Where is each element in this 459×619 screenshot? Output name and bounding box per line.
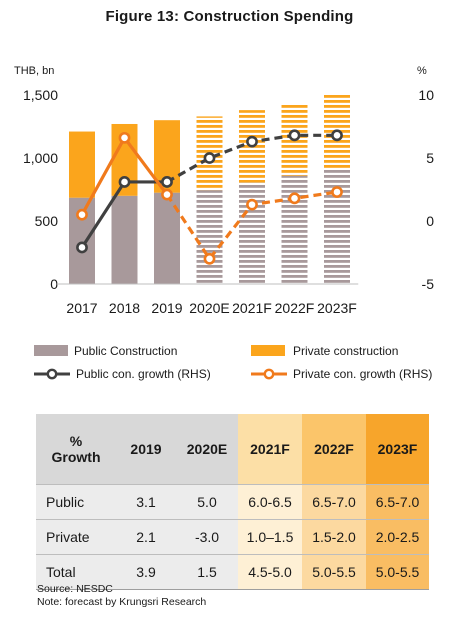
table-header-row: % Growth 2019 2020E 2021F 2022F 2023F (36, 414, 429, 485)
table-cell: 6.5-7.0 (302, 484, 366, 520)
table-row-label: Private (36, 519, 116, 555)
legend-marker-private (263, 368, 275, 380)
right-axis-tick-label: 5 (426, 150, 434, 166)
figure-title: Figure 13: Construction Spending (105, 8, 354, 25)
public-growth-point (288, 129, 301, 142)
left-axis-unit: THB, bn (14, 65, 54, 77)
table-row: Public 3.1 5.0 6.0-6.5 6.5-7.0 6.5-7.0 (36, 484, 429, 520)
legend-label: Private con. growth (RHS) (293, 367, 432, 381)
legend-swatch-public (34, 345, 68, 356)
table-cell: -3.0 (176, 519, 238, 555)
private-growth-point (288, 192, 301, 205)
private-growth-point (161, 188, 173, 201)
chart-legend: Public Construction Private construction P… (34, 344, 432, 381)
table-header-cell: 2019 (116, 414, 176, 485)
table-cell: 1.5-2.0 (302, 519, 366, 555)
source-note: Source: NESDC Note: forecast by Krungsri… (37, 583, 206, 609)
right-axis-tick-label: 10 (418, 87, 434, 103)
public-growth-point (161, 176, 173, 188)
growth-header-label: % Growth (51, 433, 101, 465)
construction-spending-chart: THB, bn % 0 500 1,000 1,500 -5 0 5 10 2017 2018… (14, 65, 434, 381)
bar-public-construction (281, 175, 308, 284)
private-growth-point (76, 208, 88, 221)
private-growth-point (246, 198, 258, 211)
x-axis-ticks: 2017 2018 2019 2020E 2021F 2022F 2023F (66, 300, 356, 316)
private-growth-point (331, 186, 343, 198)
bar-public-construction (239, 182, 265, 284)
public-growth-point (246, 135, 258, 148)
x-axis-tick-label: 2021F (232, 300, 272, 316)
table-row-label: Public (36, 484, 116, 520)
table-cell: 5.0 (176, 484, 238, 520)
left-axis-tick-label: 1,500 (23, 87, 58, 103)
left-axis-tick-label: 1,000 (23, 150, 58, 166)
table-row: Private 2.1 -3.0 1.0–1.5 1.5-2.0 2.0-2.5 (36, 519, 429, 555)
public-growth-point (203, 152, 216, 164)
table-header-cell: 2021F (238, 414, 302, 485)
right-axis-unit: % (417, 65, 427, 77)
x-axis-tick-label: 2018 (109, 300, 140, 316)
x-axis-tick-label: 2023F (317, 300, 357, 316)
table-header-cell: 2023F (366, 414, 429, 485)
x-axis-tick-label: 2019 (151, 300, 182, 316)
growth-table: % Growth 2019 2020E 2021F 2022F 2023F Pub… (36, 414, 429, 590)
table-cell: 1.5 (176, 554, 238, 590)
private-growth-point (203, 252, 216, 265)
table-cell: 3.9 (116, 554, 176, 590)
legend-label: Public Construction (74, 344, 177, 358)
legend-label: Private construction (293, 344, 398, 358)
left-axis-tick-label: 500 (35, 213, 59, 229)
left-axis-tick-label: 0 (50, 276, 58, 292)
table-cell: 6.5-7.0 (366, 484, 429, 520)
line-series (76, 129, 343, 265)
table-cell: 5.0-5.5 (302, 554, 366, 590)
bar-public-construction (196, 190, 223, 284)
table-cell: 6.0-6.5 (238, 484, 302, 520)
legend-swatch-private (251, 345, 285, 356)
table-cell: 2.1 (116, 519, 176, 555)
table-cell: 5.0-5.5 (366, 554, 429, 590)
table-cell: 4.5-5.0 (238, 554, 302, 590)
bar-public-construction (111, 195, 138, 284)
table-header-cell: % Growth (36, 414, 116, 485)
source-text: Source: NESDC (37, 583, 113, 595)
public-growth-point (118, 176, 131, 188)
x-axis-tick-label: 2020E (189, 300, 229, 316)
table-header-cell: 2020E (176, 414, 238, 485)
x-axis-tick-label: 2022F (275, 300, 315, 316)
table-row: Total 3.9 1.5 4.5-5.0 5.0-5.5 5.0-5.5 (36, 554, 429, 590)
table-row-label: Total (36, 554, 116, 590)
left-axis-ticks: 0 500 1,000 1,500 (23, 87, 58, 292)
table-cell: 3.1 (116, 484, 176, 520)
table-cell: 2.0-2.5 (366, 519, 429, 555)
bar-private-construction (69, 131, 95, 198)
private-growth-point (118, 131, 131, 144)
bar-public-construction (324, 168, 350, 284)
legend-marker-public (46, 368, 58, 380)
right-axis-tick-label: 0 (426, 213, 434, 229)
table-cell: 1.0–1.5 (238, 519, 302, 555)
right-axis-ticks: -5 0 5 10 (418, 87, 434, 292)
legend-label: Public con. growth (RHS) (76, 367, 211, 381)
table-header-cell: 2022F (302, 414, 366, 485)
public-growth-point (331, 129, 343, 142)
note-text: Note: forecast by Krungsri Research (37, 596, 207, 608)
x-axis-tick-label: 2017 (66, 300, 97, 316)
public-growth-point (76, 241, 88, 254)
right-axis-tick-label: -5 (422, 276, 435, 292)
